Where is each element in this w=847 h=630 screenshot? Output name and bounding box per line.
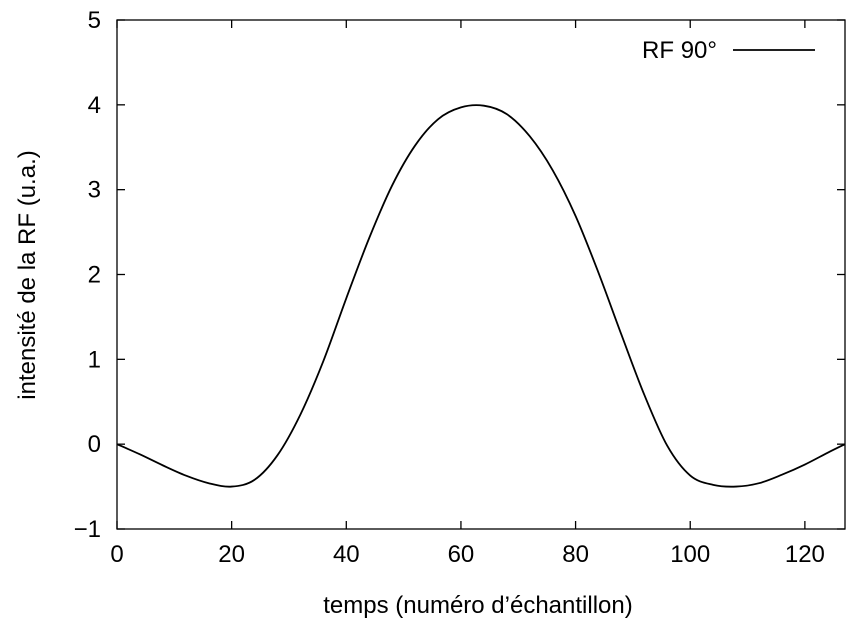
- y-tick-label: 1: [88, 346, 101, 373]
- plot-area-frame: [116, 19, 846, 530]
- y-axis-title: intensité de la RF (u.a.): [14, 150, 41, 399]
- y-tick-label: 2: [88, 262, 101, 289]
- series-line-rf-90: [116, 104, 846, 488]
- y-tick-label: 5: [88, 7, 101, 34]
- x-axis-title: temps (numéro d’échantillon): [323, 592, 632, 619]
- y-tick-label: 3: [88, 177, 101, 204]
- x-tick-label: 0: [110, 541, 123, 568]
- legend-label: RF 90°: [642, 37, 717, 64]
- x-tick-label: 80: [562, 541, 589, 568]
- x-tick-label: 20: [218, 541, 245, 568]
- y-tick-label: 0: [88, 431, 101, 458]
- y-tick-label: −1: [74, 516, 101, 543]
- x-tick-label: 120: [785, 541, 825, 568]
- y-tick-label: 4: [88, 92, 101, 119]
- x-tick-label: 60: [448, 541, 475, 568]
- x-tick-label: 40: [333, 541, 360, 568]
- x-tick-label: 100: [670, 541, 710, 568]
